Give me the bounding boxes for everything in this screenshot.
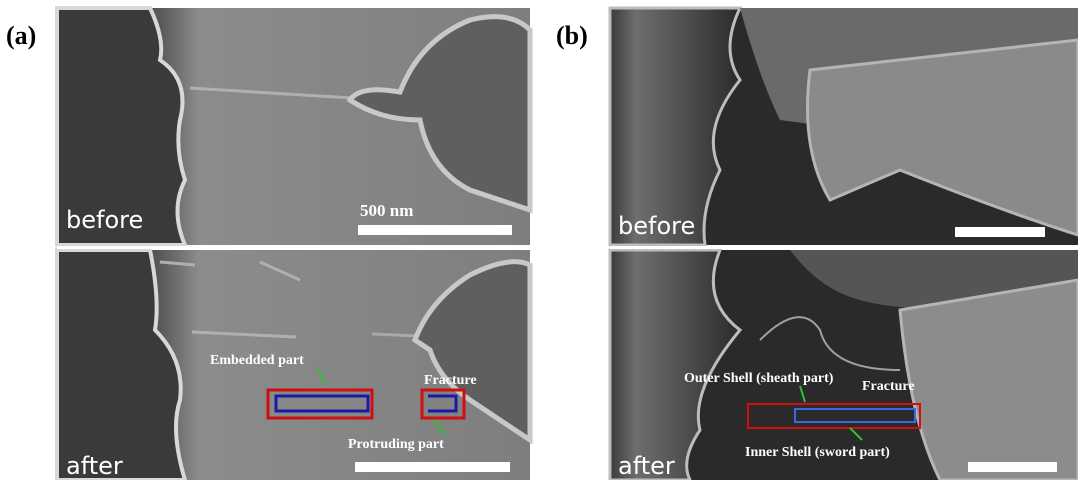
annotation: Embedded part bbox=[210, 353, 304, 368]
page: (a) (b) before 500 nm after Embedded par… bbox=[0, 0, 1078, 480]
scale-bar-label: 500 nm bbox=[360, 201, 413, 220]
sem-image bbox=[610, 8, 1078, 245]
caption: before bbox=[66, 206, 143, 234]
figure: (a) (b) before 500 nm after Embedded par… bbox=[0, 0, 1078, 480]
annotation: Inner Shell (sword part) bbox=[745, 445, 890, 460]
annotation: Fracture bbox=[862, 379, 915, 394]
annotation: Fracture bbox=[424, 373, 477, 388]
annotation: Protruding part bbox=[348, 437, 444, 452]
panel-label: (b) bbox=[556, 21, 588, 50]
caption: after bbox=[618, 452, 675, 480]
caption: before bbox=[618, 212, 695, 240]
annotation: Outer Shell (sheath part) bbox=[684, 371, 834, 386]
panel-label: (a) bbox=[6, 21, 36, 50]
caption: after bbox=[66, 452, 123, 480]
